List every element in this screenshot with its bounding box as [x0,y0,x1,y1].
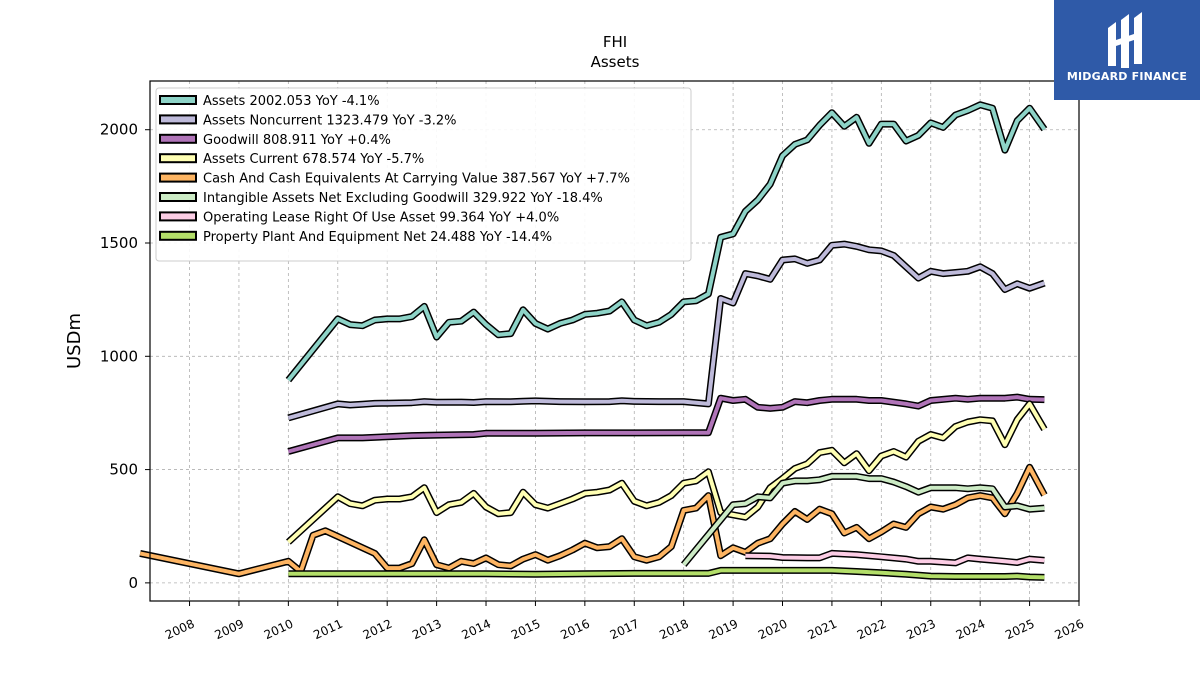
chart-title: FHI [603,33,627,51]
y-tick-label: 0 [128,574,138,592]
x-tick-label: 2008 [163,617,197,643]
x-tick-label: 2011 [311,617,345,643]
series-line [287,395,1045,454]
legend-box [155,87,692,262]
legend-swatch [159,230,197,241]
series-line [682,474,1045,566]
x-tick-label: 2021 [805,617,839,643]
legend-swatch [159,172,197,183]
x-tick-label: 2010 [262,617,296,643]
legend-swatch [159,95,197,105]
y-tick-label: 1000 [100,347,138,365]
x-tick-label: 2024 [954,617,988,643]
brand-logo: MIDGARD FINANCE [1054,0,1200,100]
y-tick-label: 500 [109,461,138,479]
x-tick-label: 2019 [707,617,741,643]
legend-entry: Assets 2002.053 YoY -4.1% [203,94,380,109]
plot-frame [149,80,1080,602]
series-line [139,465,1047,576]
legend-swatch [159,192,197,202]
x-tick-label: 2013 [410,617,444,643]
legend-entry: Property Plant And Equipment Net 24.488 … [203,230,552,245]
x-tick-label: 2016 [558,617,592,643]
y-tick-label: 2000 [100,121,138,139]
x-tick-label: 2023 [904,617,938,643]
x-tick-label: 2012 [361,617,395,643]
brand-logo-icon [1108,12,1142,68]
legend-swatch [159,133,197,144]
legend-entry: Cash And Cash Equivalents At Carrying Va… [203,172,630,187]
x-tick-label: 2026 [1053,617,1087,643]
x-tick-label: 2014 [460,617,494,643]
series-line [286,102,1047,382]
series-line [287,401,1047,544]
brand-name: MIDGARD FINANCE [1066,70,1188,83]
x-tick-label: 2017 [608,617,642,643]
x-tick-label: 2009 [212,617,246,643]
x-tick-label: 2015 [509,617,543,643]
legend-swatch [159,211,197,222]
legend-entry: Assets Current 678.574 YoY -5.7% [203,152,424,167]
legend-swatch [159,114,197,125]
legend-entry: Goodwill 808.911 YoY +0.4% [203,133,391,148]
legend-entry: Operating Lease Right Of Use Asset 99.36… [203,210,559,225]
series-line [745,551,1045,565]
chart-subtitle: Assets [591,53,640,71]
series-lines [139,101,1048,581]
x-tick-label: 2022 [855,617,889,643]
y-axis-ticks: 0 500 1000 1500 2000 [100,121,150,592]
x-tick-label: 2020 [756,617,790,643]
y-tick-label: 1500 [100,234,138,252]
series-line [288,568,1045,580]
y-axis-label: USDm [64,313,85,369]
legend-swatch [159,153,197,164]
legend-entry: Assets Noncurrent 1323.479 YoY -3.2% [203,113,457,128]
x-tick-label: 2025 [1003,617,1037,643]
x-tick-label: 2018 [657,617,691,643]
x-axis-ticks: 2008 2009 2010 2011 2012 2013 2014 2015 2016 2017… [163,601,1086,642]
series-line [287,242,1046,420]
legend: Assets 2002.053 YoY -4.1% Assets Noncurre… [155,87,692,262]
legend-entry: Intangible Assets Net Excluding Goodwill… [203,191,603,206]
